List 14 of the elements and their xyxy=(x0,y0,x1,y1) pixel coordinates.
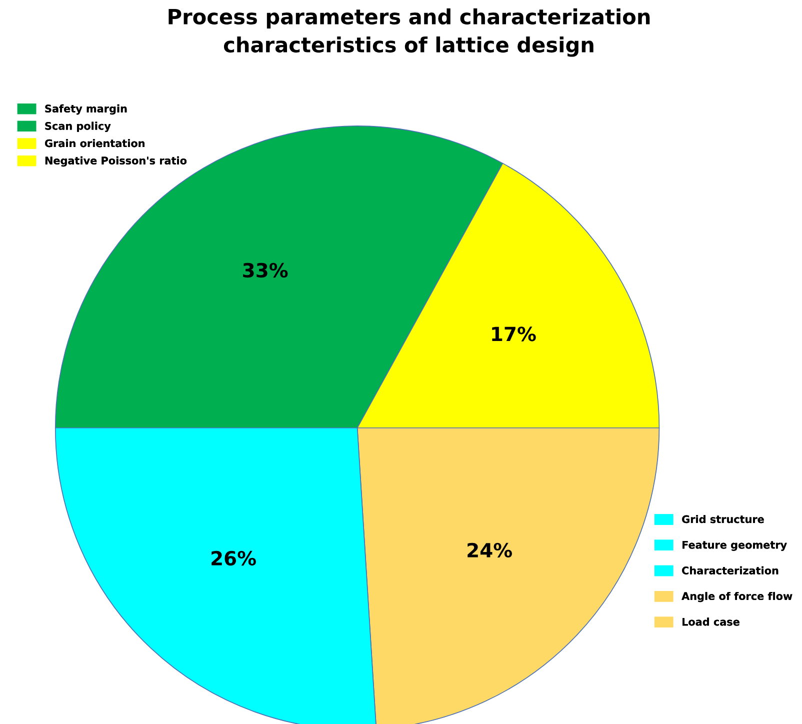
data-label: 33% xyxy=(243,262,288,278)
category-label: Angle of force flow xyxy=(682,592,792,602)
data-label: 17% xyxy=(492,326,536,342)
category-label: Grain orientation xyxy=(45,139,144,148)
category-label: Grid structure xyxy=(682,515,764,524)
category-label: Load case xyxy=(682,618,740,626)
category-label: Characterization xyxy=(682,566,778,574)
category-label: Safety margin xyxy=(45,104,127,115)
category-label: Negative Poisson's ratio xyxy=(45,156,187,167)
category-label: Feature geometry xyxy=(682,541,787,551)
category-label: Scan policy xyxy=(45,122,111,132)
chart-title: Process parameters and characterization characteristics of lattice design xyxy=(168,8,650,57)
data-label: 26% xyxy=(212,550,256,566)
data-label: 24% xyxy=(468,542,512,558)
